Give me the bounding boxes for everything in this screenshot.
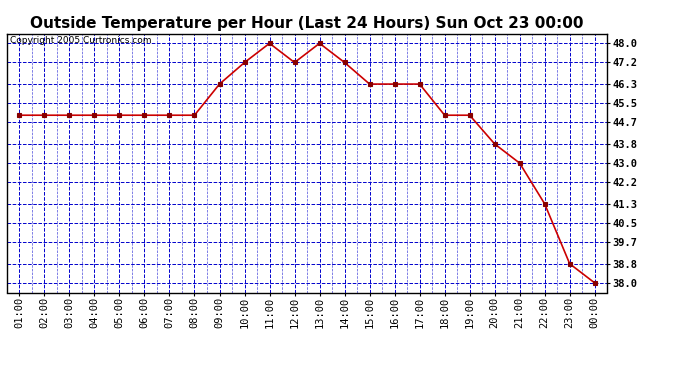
Text: Copyright 2005 Curtronics.com: Copyright 2005 Curtronics.com <box>10 36 151 45</box>
Title: Outside Temperature per Hour (Last 24 Hours) Sun Oct 23 00:00: Outside Temperature per Hour (Last 24 Ho… <box>30 16 584 31</box>
